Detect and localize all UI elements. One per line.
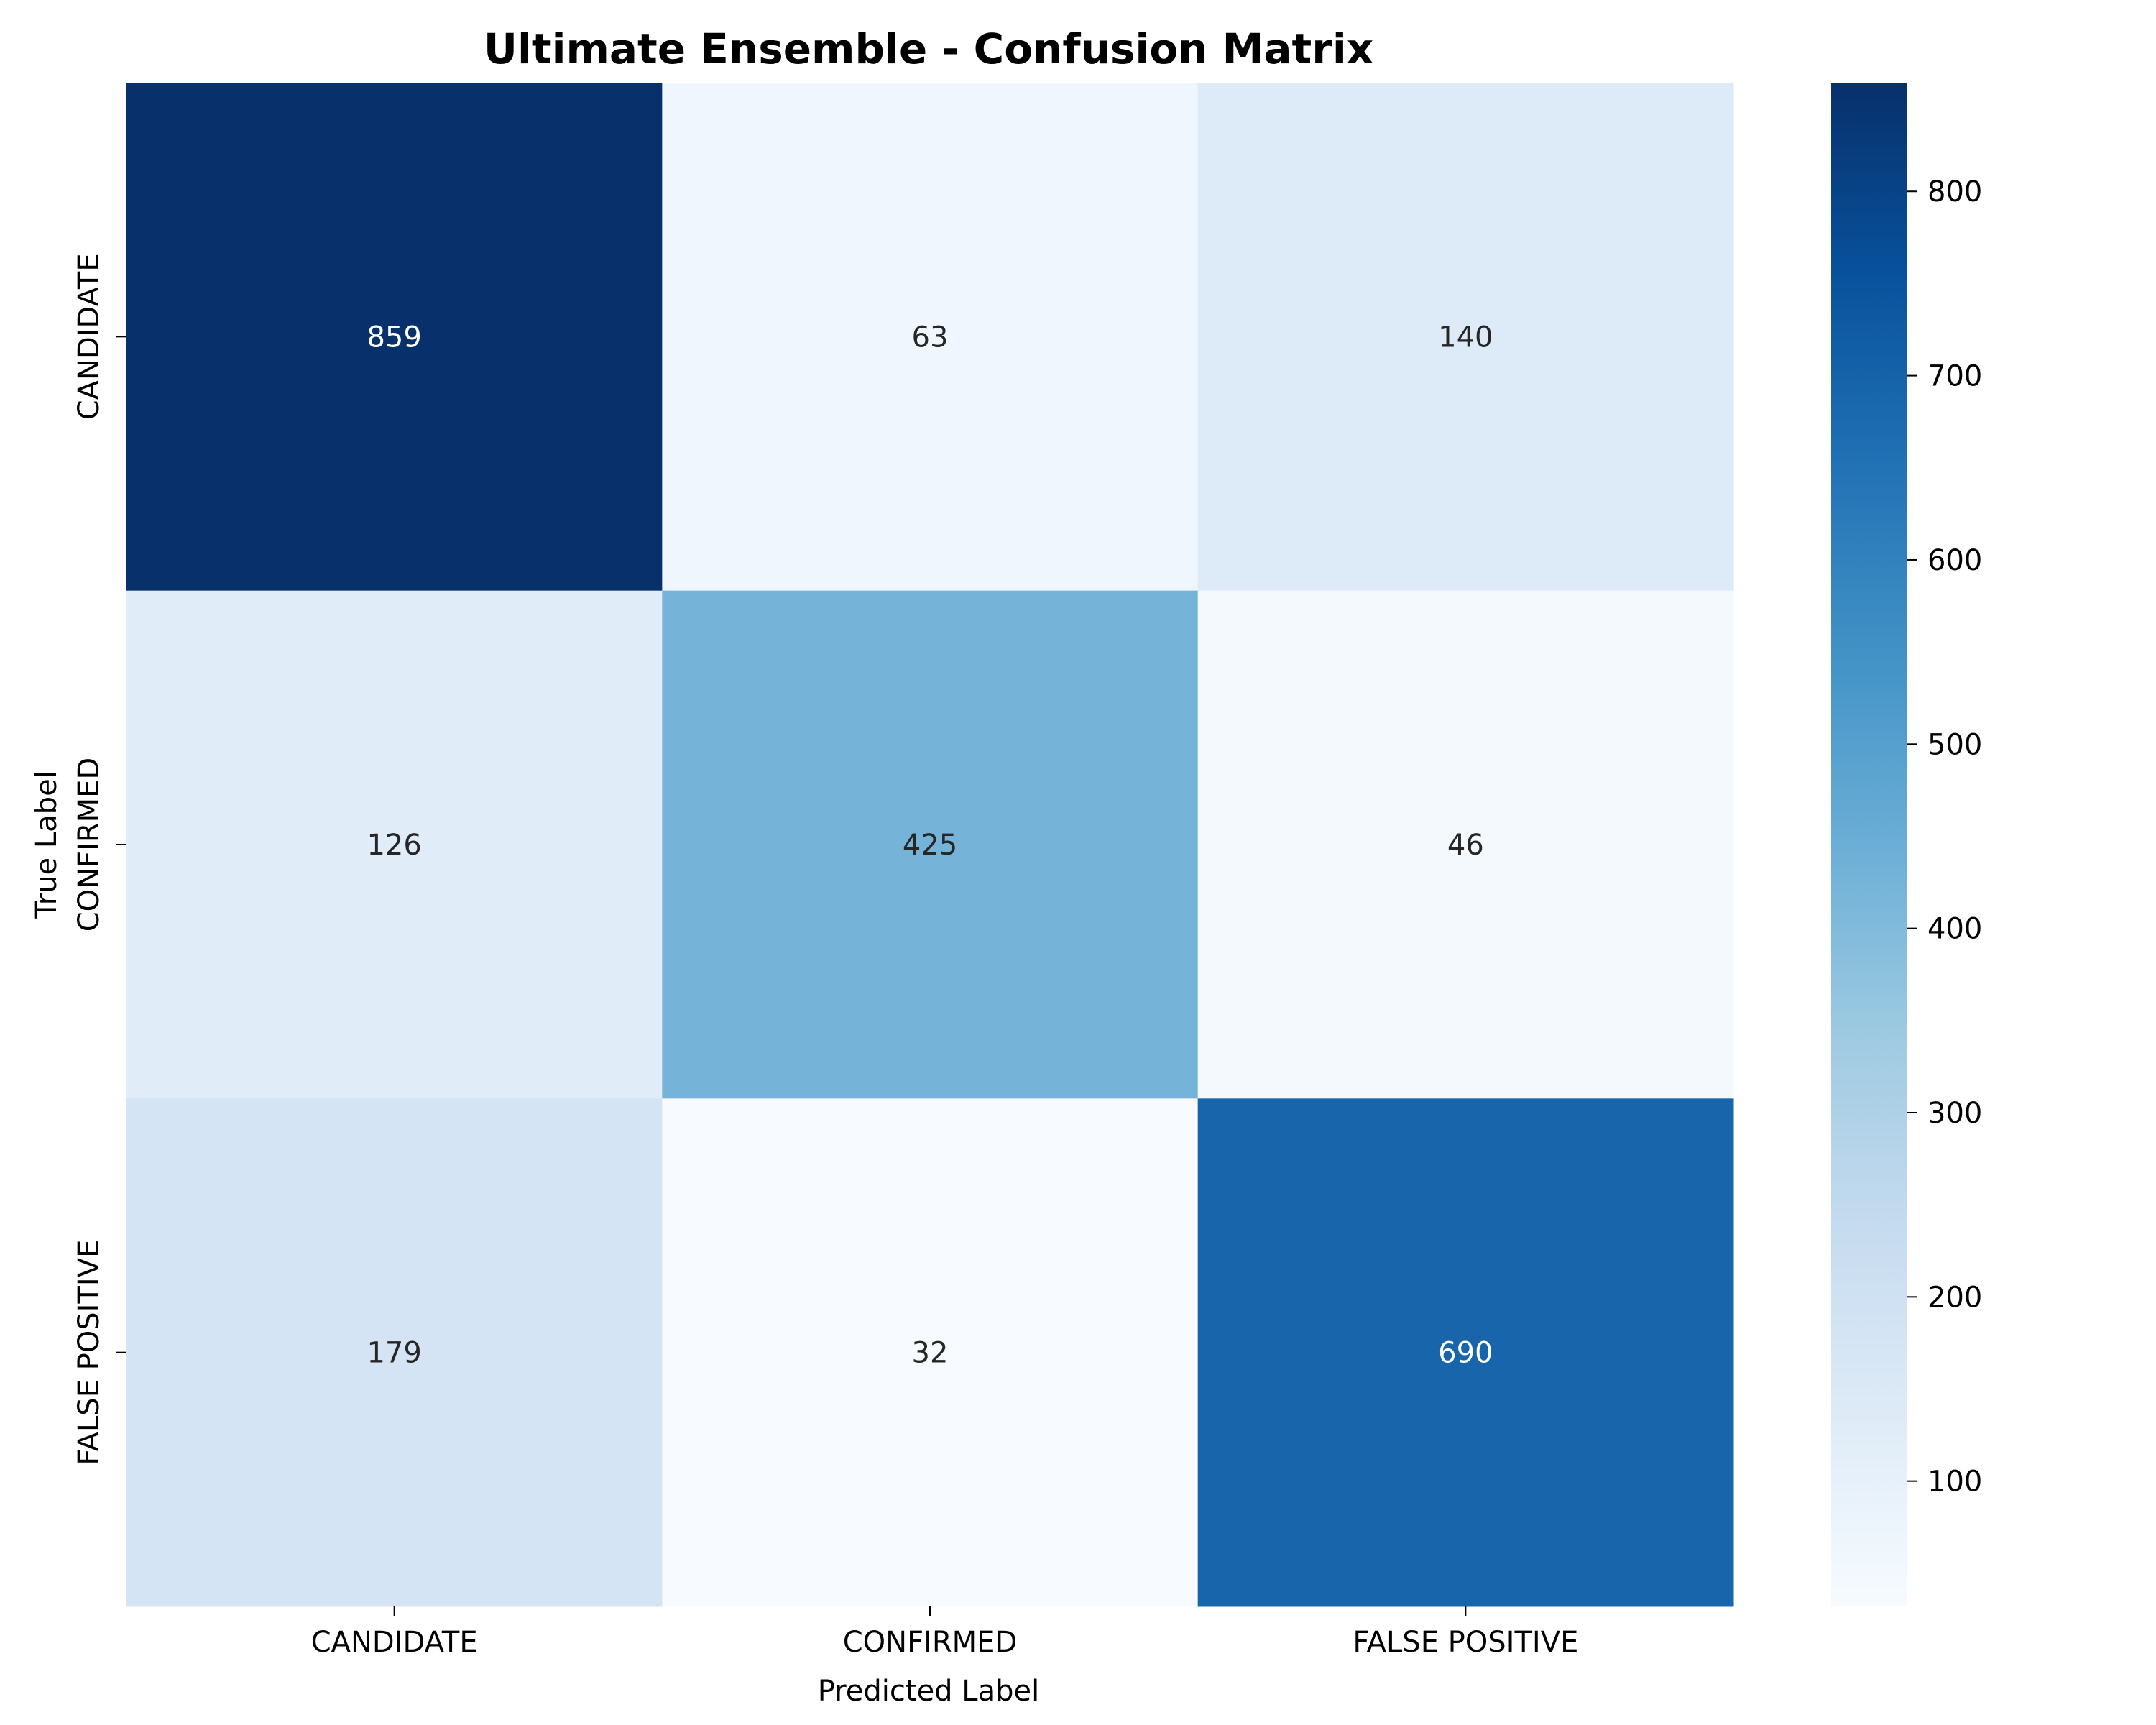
y-axis-label: True Label <box>30 770 63 919</box>
colorbar-gradient <box>1831 83 1907 1606</box>
x-tick-label: CANDIDATE <box>311 1626 478 1659</box>
heatmap-cell <box>662 1098 1199 1607</box>
chart-title: Ultimate Ensemble - Confusion Matrix <box>484 24 1373 73</box>
colorbar-tick-label: 300 <box>1927 1097 1982 1130</box>
heatmap-cell <box>126 1098 663 1607</box>
x-axis-ticks: CANDIDATE CONFIRMED FALSE POSITIVE <box>311 1606 1578 1659</box>
colorbar: 100 200 300 400 500 600 700 800 <box>1831 83 1982 1606</box>
colorbar-tick-label: 700 <box>1927 360 1982 393</box>
colorbar-tick-label: 500 <box>1927 728 1982 761</box>
colorbar-tick-label: 200 <box>1927 1281 1982 1314</box>
colorbar-tick-label: 400 <box>1927 913 1982 946</box>
heatmap-cell <box>662 83 1199 592</box>
colorbar-tick-label: 100 <box>1927 1466 1982 1499</box>
y-axis-ticks: CANDIDATE CONFIRMED FALSE POSITIVE <box>73 253 126 1466</box>
cell-value-label: 63 <box>912 321 949 354</box>
cell-value-label: 32 <box>912 1337 949 1370</box>
x-tick-label: CONFIRMED <box>843 1626 1018 1659</box>
heatmap-cells: 859 63 140 126 425 46 179 32 690 <box>126 83 1734 1607</box>
cell-value-label: 425 <box>903 829 957 862</box>
y-tick-label: FALSE POSITIVE <box>73 1240 106 1466</box>
x-tick-label: FALSE POSITIVE <box>1353 1626 1578 1659</box>
colorbar-tick-label: 800 <box>1927 175 1982 208</box>
cell-value-label: 859 <box>367 321 421 354</box>
heatmap-cell <box>1197 1098 1734 1607</box>
heatmap-cell <box>126 590 663 1099</box>
cell-value-label: 140 <box>1438 321 1493 354</box>
cell-value-label: 126 <box>367 829 421 862</box>
heatmap-cell <box>662 590 1199 1099</box>
cell-value-label: 46 <box>1447 829 1484 862</box>
cell-value-label: 179 <box>367 1337 421 1370</box>
cell-value-label: 690 <box>1438 1337 1493 1370</box>
x-axis-label: Predicted Label <box>818 1675 1039 1708</box>
colorbar-tick-label: 600 <box>1927 544 1982 577</box>
heatmap-cell <box>126 83 663 592</box>
heatmap-cell <box>1197 83 1734 592</box>
y-tick-label: CANDIDATE <box>73 253 106 420</box>
heatmap-cell <box>1197 590 1734 1099</box>
y-tick-label: CONFIRMED <box>73 758 106 932</box>
